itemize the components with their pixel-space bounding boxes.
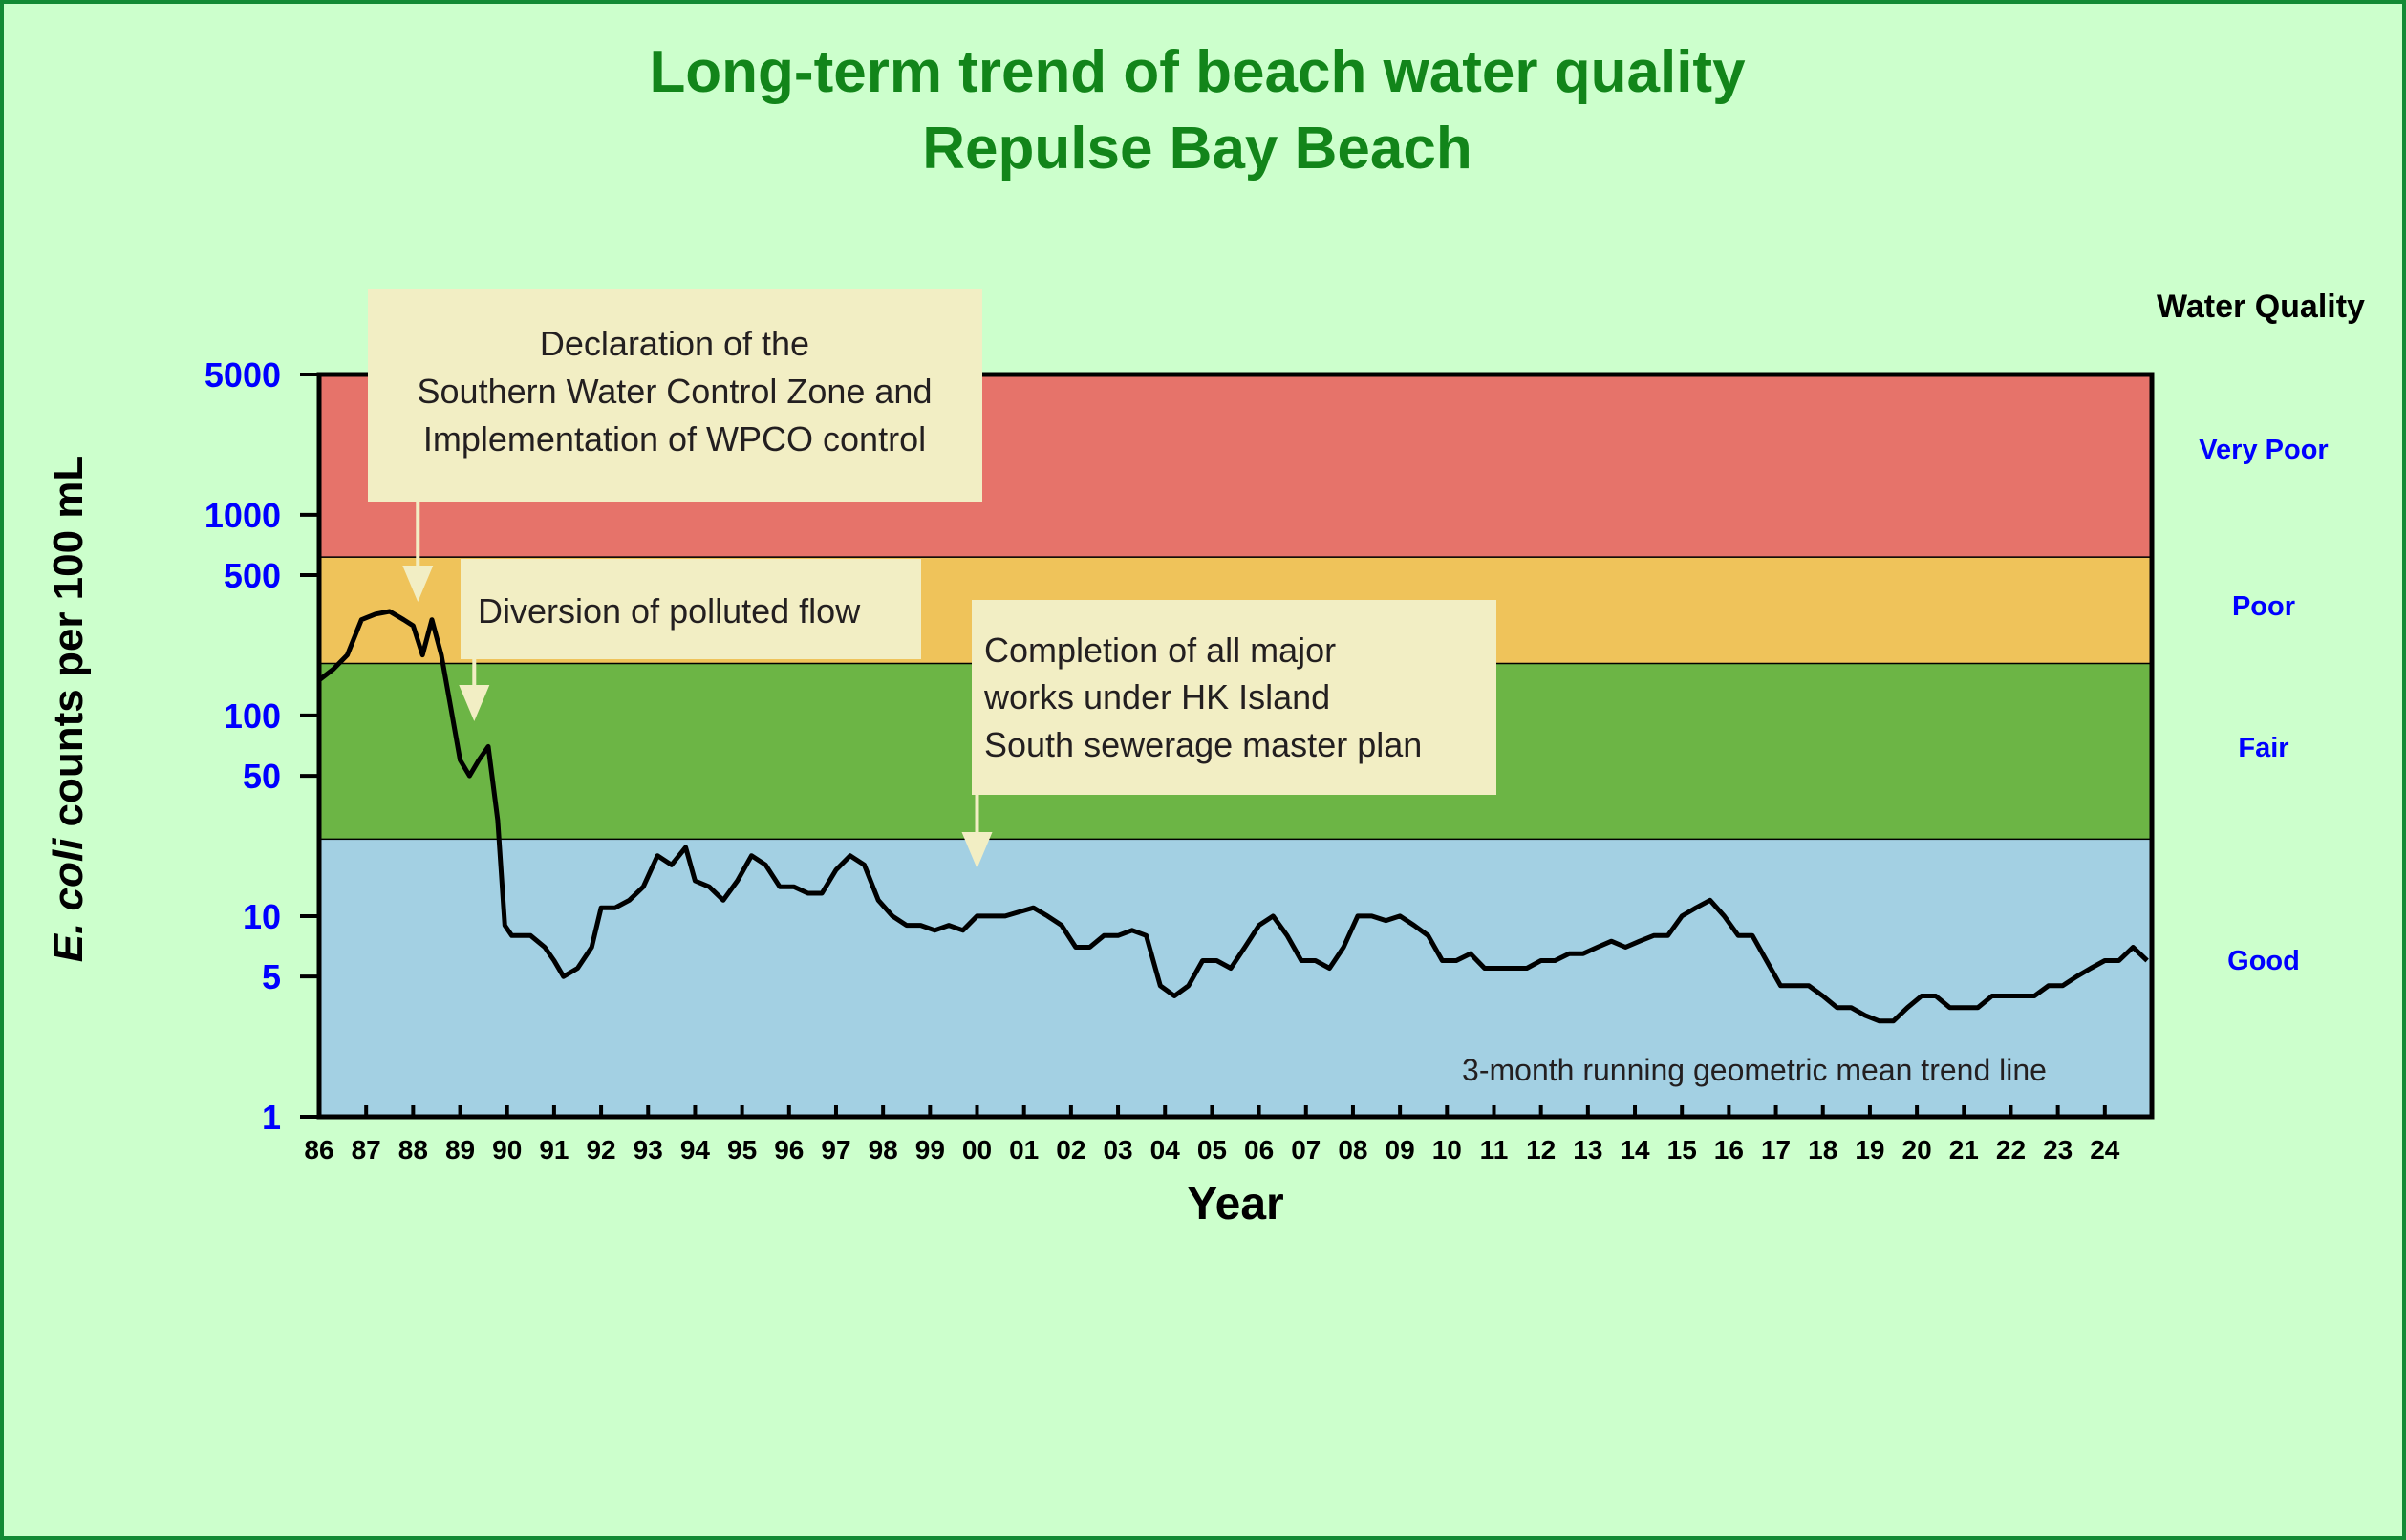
x-tick-label: 21 [1949,1135,1979,1165]
annotation-text: South sewerage master plan [984,725,1422,764]
chart-title-line-2: Repulse Bay Beach [922,116,1472,182]
x-tick-label: 97 [821,1135,850,1165]
arrow-down-icon [459,685,490,721]
y-tick-label: 500 [224,556,281,595]
chart-title-line-1: Long-term trend of beach water quality [649,39,1746,105]
annotation-3: Completion of all major works under HK Is… [961,600,1496,868]
x-tick-label: 10 [1432,1135,1462,1165]
x-tick-label: 86 [304,1135,333,1165]
y-tick-label: 1000 [204,496,281,535]
y-tick-label: 5000 [204,355,281,395]
x-tick-label: 95 [727,1135,757,1165]
x-tick-label: 17 [1761,1135,1791,1165]
x-tick-label: 24 [2090,1135,2120,1165]
arrow-down-icon [961,832,993,868]
x-tick-label: 08 [1338,1135,1367,1165]
y-axis-title-italic: E. coli [45,838,92,962]
x-tick-label: 06 [1244,1135,1274,1165]
x-tick-label: 96 [774,1135,804,1165]
x-tick-label: 22 [1996,1135,2026,1165]
x-tick-label: 14 [1620,1135,1650,1165]
x-tick-label: 01 [1009,1135,1039,1165]
x-tick-label: 89 [445,1135,475,1165]
x-tick-label: 19 [1855,1135,1884,1165]
x-tick-label: 23 [2043,1135,2073,1165]
x-tick-label: 88 [398,1135,428,1165]
y-axis-title-rest: counts per 100 mL [45,456,92,839]
annotation-text: Implementation of WPCO control [423,419,926,459]
y-axis-title: E. coli counts per 100 mL [45,456,92,963]
annotation-box [461,559,921,659]
x-tick-label: 99 [915,1135,945,1165]
trend-line-label: 3-month running geometric mean trend lin… [1462,1053,2047,1087]
x-tick-label: 98 [869,1135,898,1165]
x-tick-label: 94 [680,1135,711,1165]
x-tick-label: 11 [1480,1135,1509,1165]
x-tick-label: 20 [1902,1135,1932,1165]
x-tick-label: 03 [1103,1135,1132,1165]
y-tick-label: 1 [262,1098,281,1137]
annotation-2: Diversion of polluted flow [459,559,921,721]
x-tick-label: 18 [1808,1135,1837,1165]
annotation-text: Declaration of the [540,324,809,363]
trend-line [317,609,2149,1024]
annotation-box [972,600,1496,795]
annotation-text: Diversion of polluted flow [478,591,861,631]
x-tick-label: 07 [1291,1135,1321,1165]
x-tick-label: 09 [1386,1135,1415,1165]
y-tick-label: 100 [224,696,281,736]
x-tick-label: 90 [492,1135,522,1165]
x-tick-label: 02 [1056,1135,1085,1165]
annotation-1: Declaration of the Southern Water Control… [368,289,982,602]
annotation-text: Southern Water Control Zone and [418,372,933,411]
x-tick-label: 04 [1150,1135,1181,1165]
x-tick-label: 15 [1667,1135,1697,1165]
quality-label-very-poor: Very Poor [2199,435,2328,465]
annotation-box [368,289,982,502]
band-good [319,840,2152,1117]
x-tick-label: 05 [1197,1135,1227,1165]
x-tick-label: 93 [634,1135,663,1165]
plot-frame [316,372,2155,1120]
arrow-down-icon [402,566,434,602]
annotation-text: works under HK Island [983,677,1330,717]
y-tick-label: 10 [243,897,281,936]
y-tick-label: 5 [262,957,281,996]
x-tick-label: 92 [586,1135,615,1165]
quality-label-good: Good [2227,946,2300,976]
legend-title: Water Quality [2157,289,2365,325]
x-tick-label: 87 [352,1135,381,1165]
quality-label-fair: Fair [2238,733,2288,763]
x-tick-label: 13 [1573,1135,1602,1165]
quality-label-poor: Poor [2232,591,2295,622]
x-tick-label: 91 [539,1135,569,1165]
x-tick-label: 16 [1714,1135,1744,1165]
x-tick-label: 00 [962,1135,992,1165]
x-axis-title: Year [1187,1179,1283,1230]
y-tick-label: 50 [243,757,281,796]
annotation-text: Completion of all major [984,631,1336,670]
x-tick-label: 12 [1526,1135,1556,1165]
